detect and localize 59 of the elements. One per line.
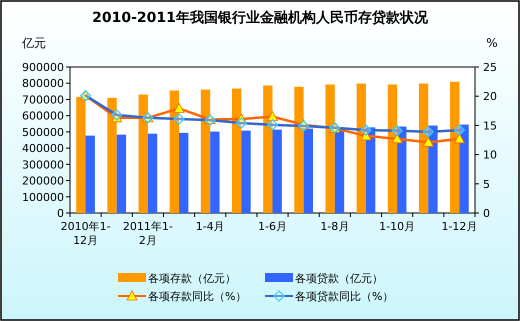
- bar: [294, 86, 304, 213]
- y-tick-label: 0: [57, 207, 64, 220]
- y-tick-label: 900000: [22, 61, 64, 74]
- x-tick-label: 1-4月: [196, 220, 225, 233]
- bar: [179, 132, 188, 213]
- x-tick-label: 2010年1-12月: [60, 220, 111, 247]
- bar: [170, 90, 180, 213]
- y-tick-label: 500000: [22, 126, 64, 139]
- bar: [107, 98, 117, 213]
- bar: [418, 84, 428, 213]
- y2-tick-label: 15: [483, 119, 497, 132]
- y2-tick-label: 25: [483, 61, 497, 74]
- bar: [232, 88, 242, 213]
- x-tick-label: 2011年1-2月: [122, 220, 173, 247]
- legend-label: 各项存款（亿元）: [148, 272, 236, 285]
- y-tick-label: 600000: [22, 110, 64, 123]
- y-axis-title: 亿元: [21, 36, 46, 50]
- bar: [86, 136, 95, 213]
- bar: [116, 134, 126, 213]
- bar: [356, 84, 366, 213]
- y2-tick-label: 5: [483, 178, 490, 191]
- bar: [459, 124, 469, 213]
- point: [454, 133, 465, 144]
- point: [392, 133, 403, 144]
- y2-tick-label: 10: [483, 148, 497, 162]
- point: [422, 136, 434, 147]
- point: [174, 103, 184, 113]
- bar: [200, 90, 210, 213]
- y-tick-label: 800000: [22, 77, 64, 90]
- legend-label: 各项存款同比（%）: [148, 290, 246, 303]
- y-tick-label: 400000: [22, 142, 64, 156]
- bar: [138, 94, 148, 213]
- y2-tick-label: 0: [483, 207, 490, 220]
- legend-label: 各项贷款同比（%）: [295, 290, 394, 303]
- bar: [76, 96, 86, 213]
- chart-title: 2010-2011年我国银行业金融机构人民币存贷款状况: [92, 9, 429, 26]
- bar: [388, 84, 398, 213]
- y-tick-label: 700000: [22, 93, 64, 106]
- bar: [366, 127, 376, 213]
- x-tick-label: 1-12月: [441, 220, 478, 233]
- y-tick-label: 300000: [22, 158, 64, 172]
- bar: [210, 132, 220, 213]
- y-tick-label: 100000: [22, 190, 64, 204]
- y2-axis-title: %: [486, 36, 498, 50]
- x-tick-label: 1-10月: [379, 220, 416, 233]
- bar: [241, 130, 251, 213]
- x-tick-label: 1-8月: [320, 220, 350, 233]
- y2-tick-label: 20: [483, 90, 497, 104]
- bar: [325, 84, 335, 213]
- point: [360, 130, 372, 140]
- bar: [272, 130, 282, 213]
- bar: [148, 134, 158, 213]
- legend-label: 各项贷款（亿元）: [295, 272, 383, 285]
- bar: [304, 128, 313, 213]
- y-tick-label: 200000: [22, 174, 64, 188]
- bar: [450, 82, 460, 213]
- bar: [263, 85, 272, 213]
- x-tick-label: 1-6月: [258, 220, 287, 233]
- point: [267, 111, 278, 122]
